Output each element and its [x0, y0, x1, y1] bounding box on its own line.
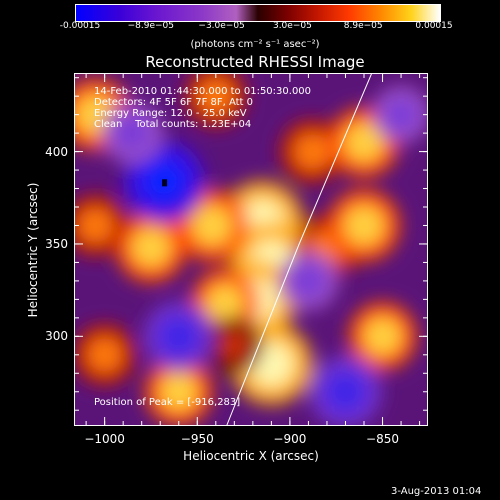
emission-blob — [206, 284, 244, 322]
x-tick-label: −950 — [180, 432, 214, 446]
x-tick-label: −900 — [273, 432, 307, 446]
emission-blob — [363, 317, 402, 356]
colorbar — [75, 4, 441, 22]
detectors-info: Detectors: 4F 5F 6F 7F 8F, Att 0 — [94, 97, 254, 108]
solar-limb-line — [226, 74, 372, 425]
energy-range: Energy Range: 12.0 - 25.0 keV — [94, 108, 247, 119]
emission-blob — [294, 133, 330, 170]
emission-blob — [131, 228, 171, 268]
negative-blob — [115, 116, 150, 151]
negative-blob — [385, 98, 417, 131]
clean-info: Clean Total counts: 1.23E+04 — [94, 119, 252, 130]
emission-blob — [159, 372, 198, 411]
y-axis-label: Heliocentric Y (arcsec) — [26, 182, 40, 318]
emission-blob — [344, 122, 384, 162]
colorbar-tick-label: 8.9e−05 — [343, 21, 383, 31]
y-tick-label: 350 — [45, 236, 68, 251]
heatmap-image — [75, 74, 427, 425]
emission-blob — [78, 208, 113, 243]
emission-blob — [87, 337, 122, 372]
emission-blob — [218, 329, 251, 362]
footer-date: 3-Aug-2013 01:04 — [391, 486, 482, 497]
emission-blob — [191, 205, 233, 246]
minimum-marker — [162, 179, 168, 187]
image-panel — [74, 73, 428, 426]
colorbar-tick-label: −3.0e−05 — [198, 21, 245, 31]
colorbar-tick-label: -0.00015 — [59, 21, 101, 31]
obs-time: 14-Feb-2010 01:44:30.000 to 01:50:30.000 — [94, 86, 312, 97]
y-tick-label: 400 — [45, 144, 68, 159]
negative-blob — [325, 371, 366, 412]
plot-title: Reconstructed RHESSI Image — [145, 53, 365, 71]
negative-blob — [291, 264, 325, 298]
colorbar-tick-label: 3.0e−05 — [272, 21, 312, 31]
emission-blob — [343, 205, 385, 246]
colorbar-units: (photons cm⁻² s⁻¹ asec⁻²) — [190, 39, 320, 50]
peak-position: Position of Peak = [-916,283] — [94, 397, 241, 408]
x-tick-label: −850 — [366, 432, 400, 446]
x-tick-label: −1000 — [84, 432, 125, 446]
emission-blob — [198, 79, 233, 114]
negative-blob — [159, 316, 199, 356]
y-tick-label: 300 — [45, 329, 68, 344]
colorbar-tick-label: −8.9e−05 — [127, 21, 174, 31]
x-axis-label: Heliocentric X (arcsec) — [183, 449, 319, 463]
colorbar-tick-label: 0.00015 — [415, 21, 453, 31]
